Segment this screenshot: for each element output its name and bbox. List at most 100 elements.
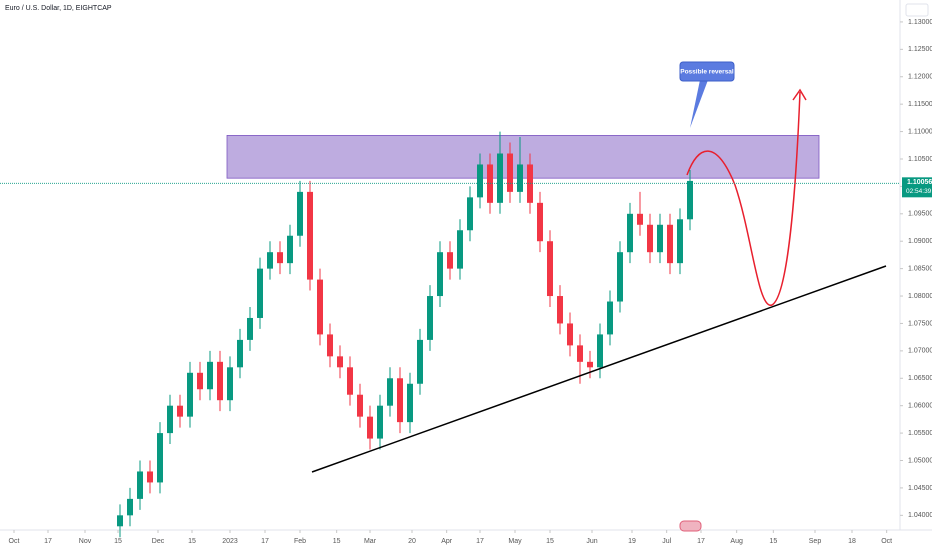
candle-body bbox=[187, 372, 193, 417]
candle-body bbox=[377, 405, 383, 439]
x-tick-label: 15 bbox=[188, 538, 196, 545]
y-tick-label: 1.07500 bbox=[908, 320, 932, 327]
y-tick-label: 1.05500 bbox=[908, 430, 932, 437]
x-tick-label: May bbox=[508, 538, 522, 545]
projection-curve bbox=[686, 91, 801, 306]
candle-body bbox=[457, 230, 463, 269]
candle-body bbox=[177, 405, 183, 417]
y-tick-label: 1.06500 bbox=[908, 375, 932, 382]
trend-line bbox=[311, 265, 887, 473]
candle-body bbox=[127, 498, 133, 516]
y-tick-label: 1.11500 bbox=[908, 101, 932, 108]
candle-body bbox=[247, 317, 253, 340]
candle-body bbox=[137, 471, 143, 499]
candle-body bbox=[447, 252, 453, 269]
x-tick-label: 20 bbox=[408, 538, 416, 545]
y-tick-label: 1.08500 bbox=[908, 265, 932, 272]
candle-body bbox=[217, 361, 223, 401]
candle-body bbox=[237, 339, 243, 368]
x-tick-label: 2023 bbox=[222, 538, 238, 545]
x-tick-label: 17 bbox=[697, 538, 705, 545]
candle-body bbox=[557, 296, 563, 324]
y-tick-label: 1.06000 bbox=[908, 403, 932, 410]
x-tick-label: 15 bbox=[546, 538, 554, 545]
candle-body bbox=[287, 235, 293, 264]
candle-body bbox=[347, 367, 353, 395]
candle-body bbox=[517, 164, 523, 192]
callout-pointer bbox=[690, 80, 708, 128]
x-tick-label: Oct bbox=[9, 538, 20, 545]
y-tick-label: 1.09000 bbox=[908, 238, 932, 245]
candle-body bbox=[657, 224, 663, 253]
x-tick-label: Jun bbox=[586, 538, 597, 545]
candle-body bbox=[587, 361, 593, 368]
candle-body bbox=[297, 191, 303, 236]
candle-body bbox=[367, 416, 373, 439]
x-tick-label: Apr bbox=[441, 538, 453, 545]
y-tick-label: 1.12000 bbox=[908, 74, 932, 81]
x-tick-label: 17 bbox=[44, 538, 52, 545]
annotation: Possible reversal bbox=[680, 69, 734, 76]
x-tick-label: Dec bbox=[152, 538, 165, 545]
candle-body bbox=[207, 361, 213, 390]
candle-body bbox=[617, 252, 623, 302]
y-tick-label: 1.04000 bbox=[908, 512, 932, 519]
event-icon[interactable] bbox=[679, 520, 702, 532]
candle-body bbox=[397, 378, 403, 423]
y-tick-label: 1.08000 bbox=[908, 293, 932, 300]
x-tick-label: Oct bbox=[881, 538, 892, 545]
y-tick-label: 1.07000 bbox=[908, 348, 932, 355]
y-tick-label: 1.09500 bbox=[908, 211, 932, 218]
candle-body bbox=[677, 219, 683, 264]
candle-body bbox=[257, 268, 263, 318]
candle-body bbox=[507, 153, 513, 192]
candle-body bbox=[597, 334, 603, 368]
candle-body bbox=[147, 471, 153, 483]
candle-body bbox=[407, 383, 413, 423]
x-tick-label: Nov bbox=[79, 538, 92, 545]
last-price-label: 1.10056 bbox=[907, 179, 932, 186]
countdown: 02:54:39 bbox=[906, 188, 932, 195]
candle-body bbox=[417, 339, 423, 384]
x-tick-label: Jul bbox=[662, 538, 671, 545]
candle-body bbox=[317, 279, 323, 335]
candle-body bbox=[497, 153, 503, 203]
candle-body bbox=[357, 394, 363, 417]
candle-body bbox=[477, 164, 483, 198]
callout bbox=[679, 61, 735, 82]
candle-body bbox=[157, 433, 163, 483]
candle-body bbox=[637, 213, 643, 225]
candle-body bbox=[167, 405, 173, 434]
candle-body bbox=[427, 296, 433, 340]
candle-body bbox=[647, 224, 653, 253]
candle-body bbox=[117, 515, 123, 527]
x-tick-label: 15 bbox=[333, 538, 341, 545]
y-tick-label: 1.11000 bbox=[908, 128, 932, 135]
candle-body bbox=[627, 213, 633, 253]
x-tick-label: Feb bbox=[294, 538, 306, 545]
plot bbox=[117, 131, 820, 538]
candle-body bbox=[607, 301, 613, 335]
x-tick-label: 17 bbox=[261, 538, 269, 545]
candle-body bbox=[437, 252, 443, 297]
x-tick-label: 15 bbox=[769, 538, 777, 545]
candle-body bbox=[267, 252, 273, 269]
y-tick-label: 1.04500 bbox=[908, 485, 932, 492]
x-tick-label: Sep bbox=[809, 538, 822, 545]
x-tick-label: Mar bbox=[364, 538, 377, 545]
projection-arrow bbox=[792, 88, 807, 101]
candle-body bbox=[577, 345, 583, 362]
candle-body bbox=[567, 323, 573, 346]
y-tick-label: 1.13000 bbox=[908, 19, 932, 26]
x-tick-label: 15 bbox=[114, 538, 122, 545]
candle-body bbox=[227, 367, 233, 401]
candle-body bbox=[307, 191, 313, 280]
settings-box[interactable] bbox=[905, 3, 929, 17]
candle-body bbox=[547, 241, 553, 297]
candle-body bbox=[387, 378, 393, 406]
candle-body bbox=[197, 372, 203, 390]
candle-body bbox=[537, 202, 543, 242]
y-tick-label: 1.05000 bbox=[908, 457, 932, 464]
